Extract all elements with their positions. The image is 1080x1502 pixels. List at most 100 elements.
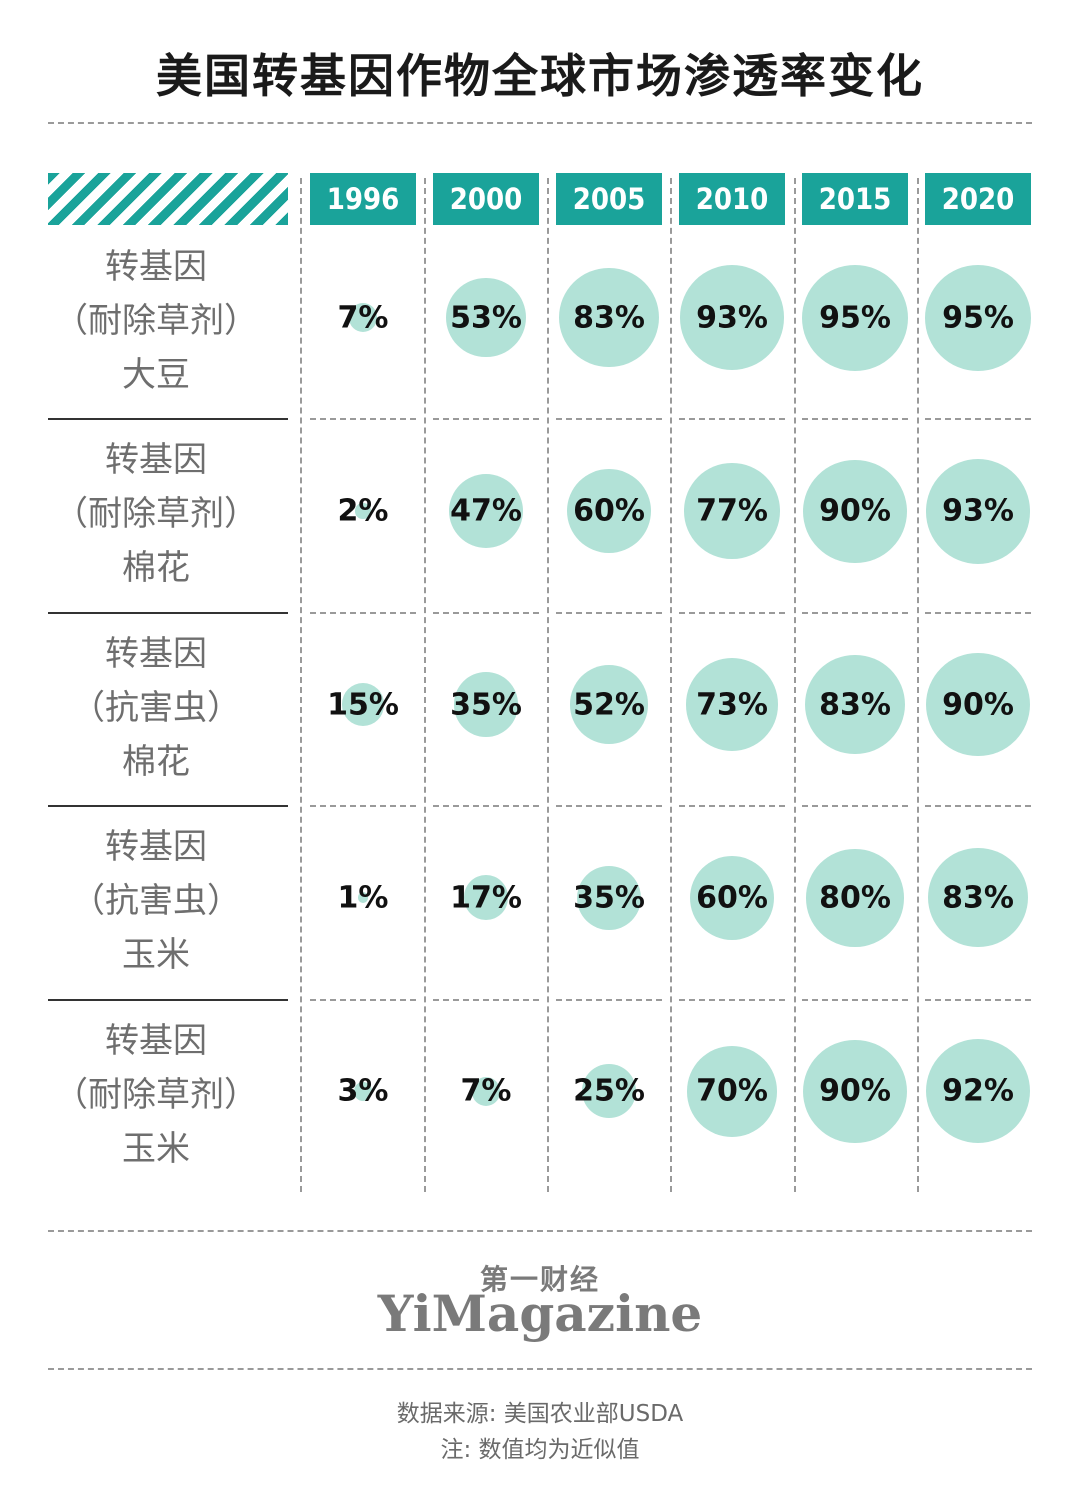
title-divider: [48, 122, 1032, 124]
value-bubble: [463, 875, 509, 921]
value-bubble: [802, 264, 908, 371]
row-divider: [679, 805, 785, 808]
value-bubble: [353, 1081, 373, 1101]
data-note: 注: 数值均为近似值: [440, 1437, 640, 1463]
value-label: 17%: [450, 880, 522, 916]
value-label: 60%: [573, 493, 645, 529]
value-label: 3%: [337, 1073, 389, 1109]
row-label-divider: [48, 998, 288, 1001]
row-label-5: 转基因 （耐除草剂） 玉米: [48, 1014, 264, 1176]
row-label-line: 转基因: [105, 633, 207, 674]
column-separator: [547, 178, 549, 1192]
value-bubble: [448, 473, 524, 549]
row-divider: [433, 418, 539, 421]
row-divider: [925, 611, 1031, 614]
row-divider: [310, 418, 416, 421]
year-header-2020: 2020: [925, 173, 1031, 225]
year-header-2005: 2005: [556, 173, 662, 225]
row-label-line: （耐除草剂）: [54, 1074, 258, 1115]
value-label: 83%: [819, 687, 891, 722]
value-bubble: [684, 463, 780, 559]
data-source: 数据来源: 美国农业部USDA: [396, 1401, 684, 1427]
row-divider: [556, 805, 662, 808]
year-header-2015: 2015: [802, 173, 908, 225]
row-divider: [433, 998, 539, 1001]
value-bubble: [348, 303, 378, 333]
row-label-line: 大豆: [122, 355, 190, 395]
column-separator: [670, 178, 672, 1192]
row-divider: [310, 998, 416, 1001]
row-label-2: 转基因 （耐除草剂） 棉花: [48, 433, 264, 595]
value-label: 25%: [573, 1073, 645, 1109]
value-bubble: [446, 278, 526, 358]
value-bubble: [805, 654, 905, 755]
row-divider: [802, 998, 908, 1001]
value-label: 77%: [696, 493, 768, 529]
row-label-line: 转基因: [105, 247, 207, 287]
value-bubble: [686, 1045, 778, 1137]
logo-yimagazine: YiMagazine: [377, 1284, 703, 1343]
value-bubble: [685, 658, 779, 751]
value-bubble: [355, 503, 371, 519]
value-label: 47%: [450, 493, 522, 529]
value-bubble: [928, 848, 1028, 948]
row-divider: [556, 418, 662, 421]
value-bubble: [926, 652, 1030, 757]
row-label-line: 转基因: [105, 827, 207, 868]
value-bubble: [357, 892, 369, 904]
row-label-line: 转基因: [105, 1020, 207, 1061]
year-header-2000: 2000: [433, 173, 539, 225]
value-label: 83%: [573, 300, 645, 336]
column-separator: [917, 178, 919, 1192]
chart-title: 美国转基因作物全球市场渗透率变化: [156, 49, 924, 103]
value-label: 7%: [337, 300, 389, 336]
column-separator: [300, 178, 302, 1192]
row-divider: [802, 418, 908, 421]
value-label: 80%: [819, 880, 891, 916]
row-divider: [925, 418, 1031, 421]
row-divider: [679, 418, 785, 421]
value-label: 35%: [573, 880, 645, 916]
row-divider: [679, 611, 785, 614]
row-label-divider: [48, 805, 288, 808]
row-label-divider: [48, 611, 288, 614]
row-label-line: （抗害虫）: [71, 687, 241, 728]
row-label-line: 玉米: [122, 1128, 190, 1169]
value-bubble: [925, 458, 1031, 564]
value-bubble: [576, 865, 642, 931]
value-label: 83%: [942, 880, 1014, 916]
bottom-divider: [48, 1230, 1032, 1232]
row-divider: [556, 611, 662, 614]
value-label: 52%: [573, 687, 645, 722]
value-bubble: [559, 268, 659, 368]
value-label: 90%: [819, 1073, 891, 1109]
row-label-3: 转基因 （抗害虫） 棉花: [48, 627, 264, 789]
row-divider: [802, 611, 908, 614]
row-label-line: （耐除草剂）: [54, 494, 258, 535]
value-label: 90%: [819, 493, 891, 529]
value-bubble: [471, 1076, 501, 1106]
year-header-2010: 2010: [679, 173, 785, 225]
value-label: 7%: [460, 1073, 512, 1109]
row-label-line: （耐除草剂）: [54, 301, 258, 341]
row-divider: [310, 611, 416, 614]
row-label-4: 转基因 （抗害虫） 玉米: [48, 820, 264, 982]
value-bubble: [925, 1039, 1031, 1144]
year-header-1996: 1996: [310, 173, 416, 225]
value-label: 73%: [696, 687, 768, 722]
value-label: 53%: [450, 300, 522, 336]
value-bubble: [341, 683, 385, 726]
value-bubble: [566, 468, 652, 554]
row-divider: [556, 998, 662, 1001]
row-label-line: 棉花: [122, 548, 190, 589]
value-label: 2%: [337, 493, 389, 529]
value-label: 95%: [942, 300, 1014, 336]
row-label-1: 转基因 （耐除草剂） 大豆: [48, 240, 264, 402]
row-divider: [802, 805, 908, 808]
header-hatch-pattern: [48, 173, 288, 225]
value-bubble: [679, 265, 785, 371]
row-divider: [310, 805, 416, 808]
value-bubble: [806, 849, 904, 947]
column-separator: [794, 178, 796, 1192]
value-label: 90%: [942, 687, 1014, 722]
